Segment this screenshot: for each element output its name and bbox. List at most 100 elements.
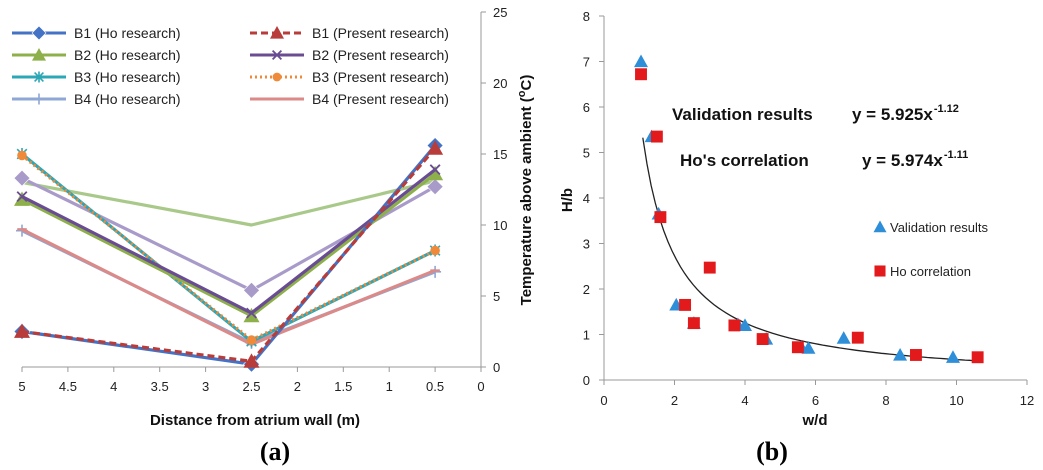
chart-a: 5 4.5 4 3.5 3 2.5 2 1.5 1 0.5 00 5 10 15 20 25 B1 (Ho r… bbox=[12, 5, 535, 466]
chart-b-point-shape bbox=[654, 211, 667, 224]
chart-a-point-shape bbox=[13, 169, 31, 187]
chart-b-y-tick-label: 4 bbox=[583, 191, 590, 206]
chart-a-point-shape bbox=[427, 165, 444, 181]
chart-a-point-shape bbox=[14, 323, 30, 338]
chart-b-point-shape bbox=[801, 341, 816, 354]
chart-a-y-axis-label: Temperature above ambient (oC) bbox=[516, 75, 535, 306]
chart-b-point bbox=[738, 318, 752, 331]
chart-a-legend-entry: B2 (Present research) bbox=[312, 47, 449, 63]
chart-a-point-shape bbox=[246, 307, 257, 319]
chart-b-point-shape bbox=[703, 261, 716, 274]
chart-a-legend-marker bbox=[31, 25, 47, 41]
chart-b-x-tick-label: 12 bbox=[1020, 393, 1034, 408]
chart-b-legend-marker-shape bbox=[873, 220, 887, 233]
chart-a-point bbox=[14, 323, 30, 338]
chart-a-point-shape bbox=[14, 191, 30, 206]
chart-a-x-tick-label: 2 bbox=[294, 379, 301, 394]
chart-b-point-shape bbox=[679, 298, 692, 311]
chart-b-annotation-label: Validation results bbox=[672, 105, 813, 124]
chart-b-legend-marker bbox=[873, 220, 887, 233]
chart-a-legend-entry: B3 (Present research) bbox=[312, 69, 449, 85]
chart-b-point-shape bbox=[851, 331, 864, 344]
chart-a-x-tick-label: 3.5 bbox=[151, 379, 169, 394]
chart-a-point-shape bbox=[246, 335, 257, 345]
chart-a-legend-marker-shape bbox=[271, 49, 283, 61]
chart-a-point bbox=[429, 164, 441, 176]
chart-b-point bbox=[687, 317, 700, 330]
chart-b-x-tick-label: 4 bbox=[741, 393, 748, 408]
chart-a-point bbox=[427, 165, 444, 181]
chart-a-point bbox=[14, 191, 30, 206]
chart-b-x-tick-label: 6 bbox=[812, 393, 819, 408]
chart-a-x-axis-label: Distance from atrium wall (m) bbox=[150, 412, 360, 429]
chart-a-point-shape bbox=[16, 191, 28, 203]
chart-b-point-shape bbox=[945, 350, 960, 363]
chart-a-legend-marker bbox=[270, 26, 284, 39]
chart-a-point-shape bbox=[426, 178, 444, 196]
chart-a-series-line bbox=[21, 179, 436, 227]
chart-a-y-tick-label: 5 bbox=[493, 289, 500, 304]
chart-a-point-shape bbox=[243, 307, 260, 323]
chart-a-point bbox=[426, 178, 444, 196]
chart-b-annotation-exponent: -1.11 bbox=[944, 149, 968, 161]
chart-a-legend-marker-shape bbox=[31, 25, 47, 41]
chart-b-x-tick-label: 10 bbox=[949, 393, 963, 408]
chart-b-point-shape bbox=[893, 347, 908, 361]
chart-b-point bbox=[971, 351, 984, 364]
chart-a-point-shape bbox=[429, 164, 441, 176]
chart-a-y-tick-label: 20 bbox=[493, 76, 507, 91]
chart-b-y-tick-label: 7 bbox=[583, 55, 590, 70]
chart-b-point bbox=[728, 319, 741, 332]
chart-b-y-tick-label: 1 bbox=[583, 328, 590, 343]
chart-b-y-tick-label: 2 bbox=[583, 282, 590, 297]
chart-a-y-axis-label-tail: C) bbox=[518, 75, 535, 91]
chart-a-legend-marker bbox=[272, 72, 282, 82]
chart-a-point bbox=[17, 150, 27, 161]
chart-a-x-tick-label: 1.5 bbox=[334, 379, 352, 394]
chart-a-legend-entry: B4 (Present research) bbox=[312, 91, 449, 107]
chart-b-point bbox=[791, 341, 804, 354]
chart-b-annotation-label: Ho's correlation bbox=[680, 151, 809, 170]
chart-a-series-line bbox=[20, 154, 436, 342]
chart-a-x-tick-label: 1 bbox=[386, 379, 393, 394]
chart-a-legend-entry: B3 (Ho research) bbox=[74, 69, 181, 85]
chart-b-point bbox=[910, 349, 922, 361]
chart-a-point-shape bbox=[427, 140, 444, 155]
chart-a-series-line bbox=[20, 152, 436, 344]
chart-a-point-shape bbox=[243, 281, 260, 299]
chart-a-series-line bbox=[21, 227, 436, 346]
chart-a-legend-entry: B2 (Ho research) bbox=[74, 47, 181, 63]
chart-b-y-tick-label: 0 bbox=[583, 373, 590, 388]
chart-a-x-tick-label: 4.5 bbox=[59, 379, 77, 394]
chart-b-point bbox=[654, 211, 667, 224]
chart-b-x-tick-label: 8 bbox=[882, 393, 889, 408]
chart-b-point bbox=[679, 298, 692, 311]
chart-b-point bbox=[650, 130, 663, 143]
chart-a-legend-marker bbox=[33, 93, 45, 105]
chart-b-point bbox=[893, 347, 908, 361]
chart-b-x-axis-label: w/d bbox=[802, 412, 828, 429]
chart-b-annotation-equation: y = 5.925x bbox=[852, 105, 933, 124]
chart-a-x-tick-label: 2.5 bbox=[242, 379, 260, 394]
chart-b-y-axis-label: H/b bbox=[559, 188, 576, 212]
chart-b-y-tick-label: 3 bbox=[583, 237, 590, 252]
chart-b-y-tick-label: 6 bbox=[583, 100, 590, 115]
chart-a-legend-marker bbox=[32, 48, 46, 61]
chart-a-series-line bbox=[21, 229, 436, 345]
chart-a-legend-marker-shape bbox=[272, 72, 282, 82]
chart-b-legend-marker bbox=[874, 265, 886, 277]
chart-a-legend-entry: B1 (Present research) bbox=[312, 25, 449, 41]
chart-a-y-tick-label: 25 bbox=[493, 5, 507, 20]
chart-b-legend-entry: Validation results bbox=[890, 220, 989, 235]
chart-a-legend-entry: B4 (Ho research) bbox=[74, 91, 181, 107]
chart-a-y-axis-label-main: Temperature above ambient ( bbox=[518, 97, 535, 305]
chart-a-legend-marker-shape bbox=[270, 26, 284, 39]
chart-a-point bbox=[16, 191, 28, 203]
chart-b-x-tick-label: 0 bbox=[600, 393, 607, 408]
chart-a-point bbox=[13, 169, 31, 187]
chart-b-panel-label: (b) bbox=[756, 437, 788, 466]
chart-b-point-shape bbox=[728, 319, 741, 332]
chart-a-legend-marker-shape bbox=[32, 48, 46, 61]
